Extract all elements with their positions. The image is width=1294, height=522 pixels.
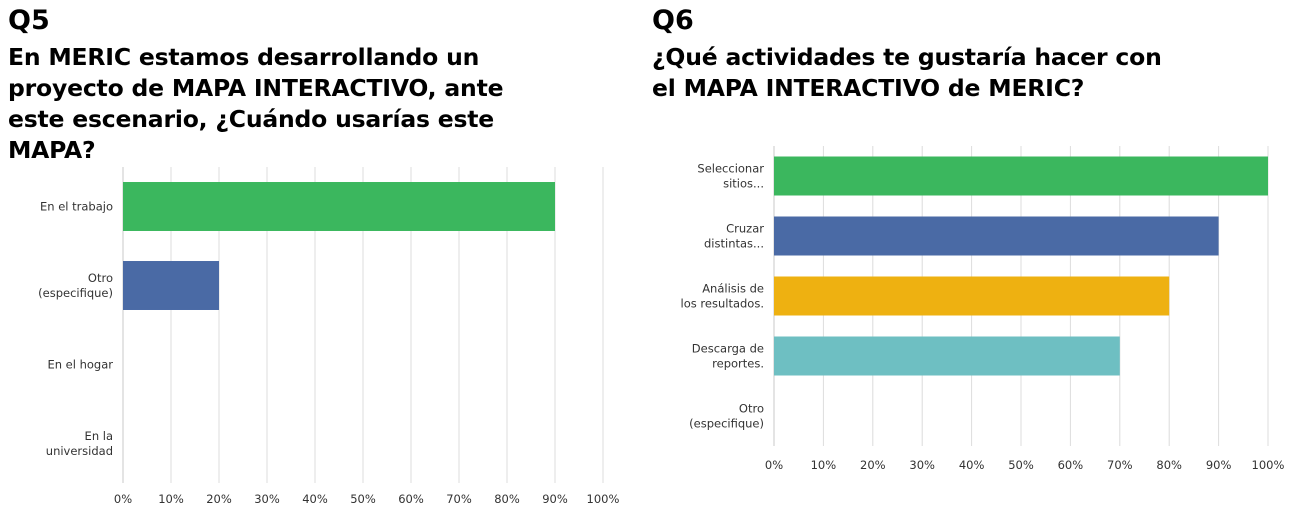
bar: [774, 216, 1219, 256]
x-tick-label: 40%: [959, 458, 985, 472]
category-label: universidad: [46, 444, 113, 458]
category-label: Seleccionar: [697, 162, 764, 176]
category-label: (especifique): [689, 417, 764, 431]
q5-title-line: este escenario, ¿Cuándo usarías este: [8, 105, 495, 133]
x-tick-label: 70%: [446, 492, 472, 506]
q6-title-line: el MAPA INTERACTIVO de MERIC?: [652, 74, 1085, 102]
x-tick-label: 80%: [1156, 458, 1182, 472]
q5-title-line: En MERIC estamos desarrollando un: [8, 43, 480, 71]
x-tick-label: 10%: [158, 492, 184, 506]
category-label: En la: [85, 429, 113, 443]
q5-number: Q5: [8, 5, 50, 36]
q5-title: En MERIC estamos desarrollando un proyec…: [8, 42, 504, 166]
category-label: (especifique): [38, 286, 113, 300]
x-tick-label: 60%: [1058, 458, 1084, 472]
x-tick-label: 30%: [254, 492, 280, 506]
category-label: Descarga de: [692, 342, 764, 356]
x-tick-label: 30%: [909, 458, 935, 472]
x-tick-label: 90%: [1206, 458, 1232, 472]
x-tick-label: 0%: [114, 492, 132, 506]
category-label: En el hogar: [47, 358, 113, 372]
bar: [123, 182, 555, 231]
category-label: En el trabajo: [40, 200, 113, 214]
x-tick-label: 50%: [1008, 458, 1034, 472]
x-tick-label: 20%: [860, 458, 886, 472]
x-tick-label: 50%: [350, 492, 376, 506]
bar: [123, 261, 219, 310]
x-tick-label: 100%: [587, 492, 620, 506]
x-tick-label: 80%: [494, 492, 520, 506]
category-label: los resultados.: [681, 297, 764, 311]
q6-title-line: ¿Qué actividades te gustaría hacer con: [652, 43, 1162, 71]
category-label: distintas...: [704, 237, 764, 251]
bar: [774, 336, 1120, 376]
bar: [774, 156, 1268, 196]
x-tick-label: 20%: [206, 492, 232, 506]
x-tick-label: 70%: [1107, 458, 1133, 472]
x-tick-label: 0%: [765, 458, 783, 472]
q6-number: Q6: [652, 5, 694, 36]
q6-title: ¿Qué actividades te gustaría hacer con e…: [652, 42, 1162, 104]
category-label: Otro: [739, 402, 764, 416]
category-label: reportes.: [712, 357, 764, 371]
q5-title-line: MAPA?: [8, 136, 96, 164]
category-label: sitios...: [723, 177, 764, 191]
x-tick-label: 90%: [542, 492, 568, 506]
bar: [774, 276, 1170, 316]
x-tick-label: 40%: [302, 492, 328, 506]
category-label: Otro: [88, 271, 113, 285]
x-tick-label: 10%: [811, 458, 837, 472]
x-tick-label: 60%: [398, 492, 424, 506]
category-label: Análisis de: [702, 282, 764, 296]
x-tick-label: 100%: [1252, 458, 1285, 472]
q5-title-line: proyecto de MAPA INTERACTIVO, ante: [8, 74, 504, 102]
category-label: Cruzar: [726, 222, 764, 236]
